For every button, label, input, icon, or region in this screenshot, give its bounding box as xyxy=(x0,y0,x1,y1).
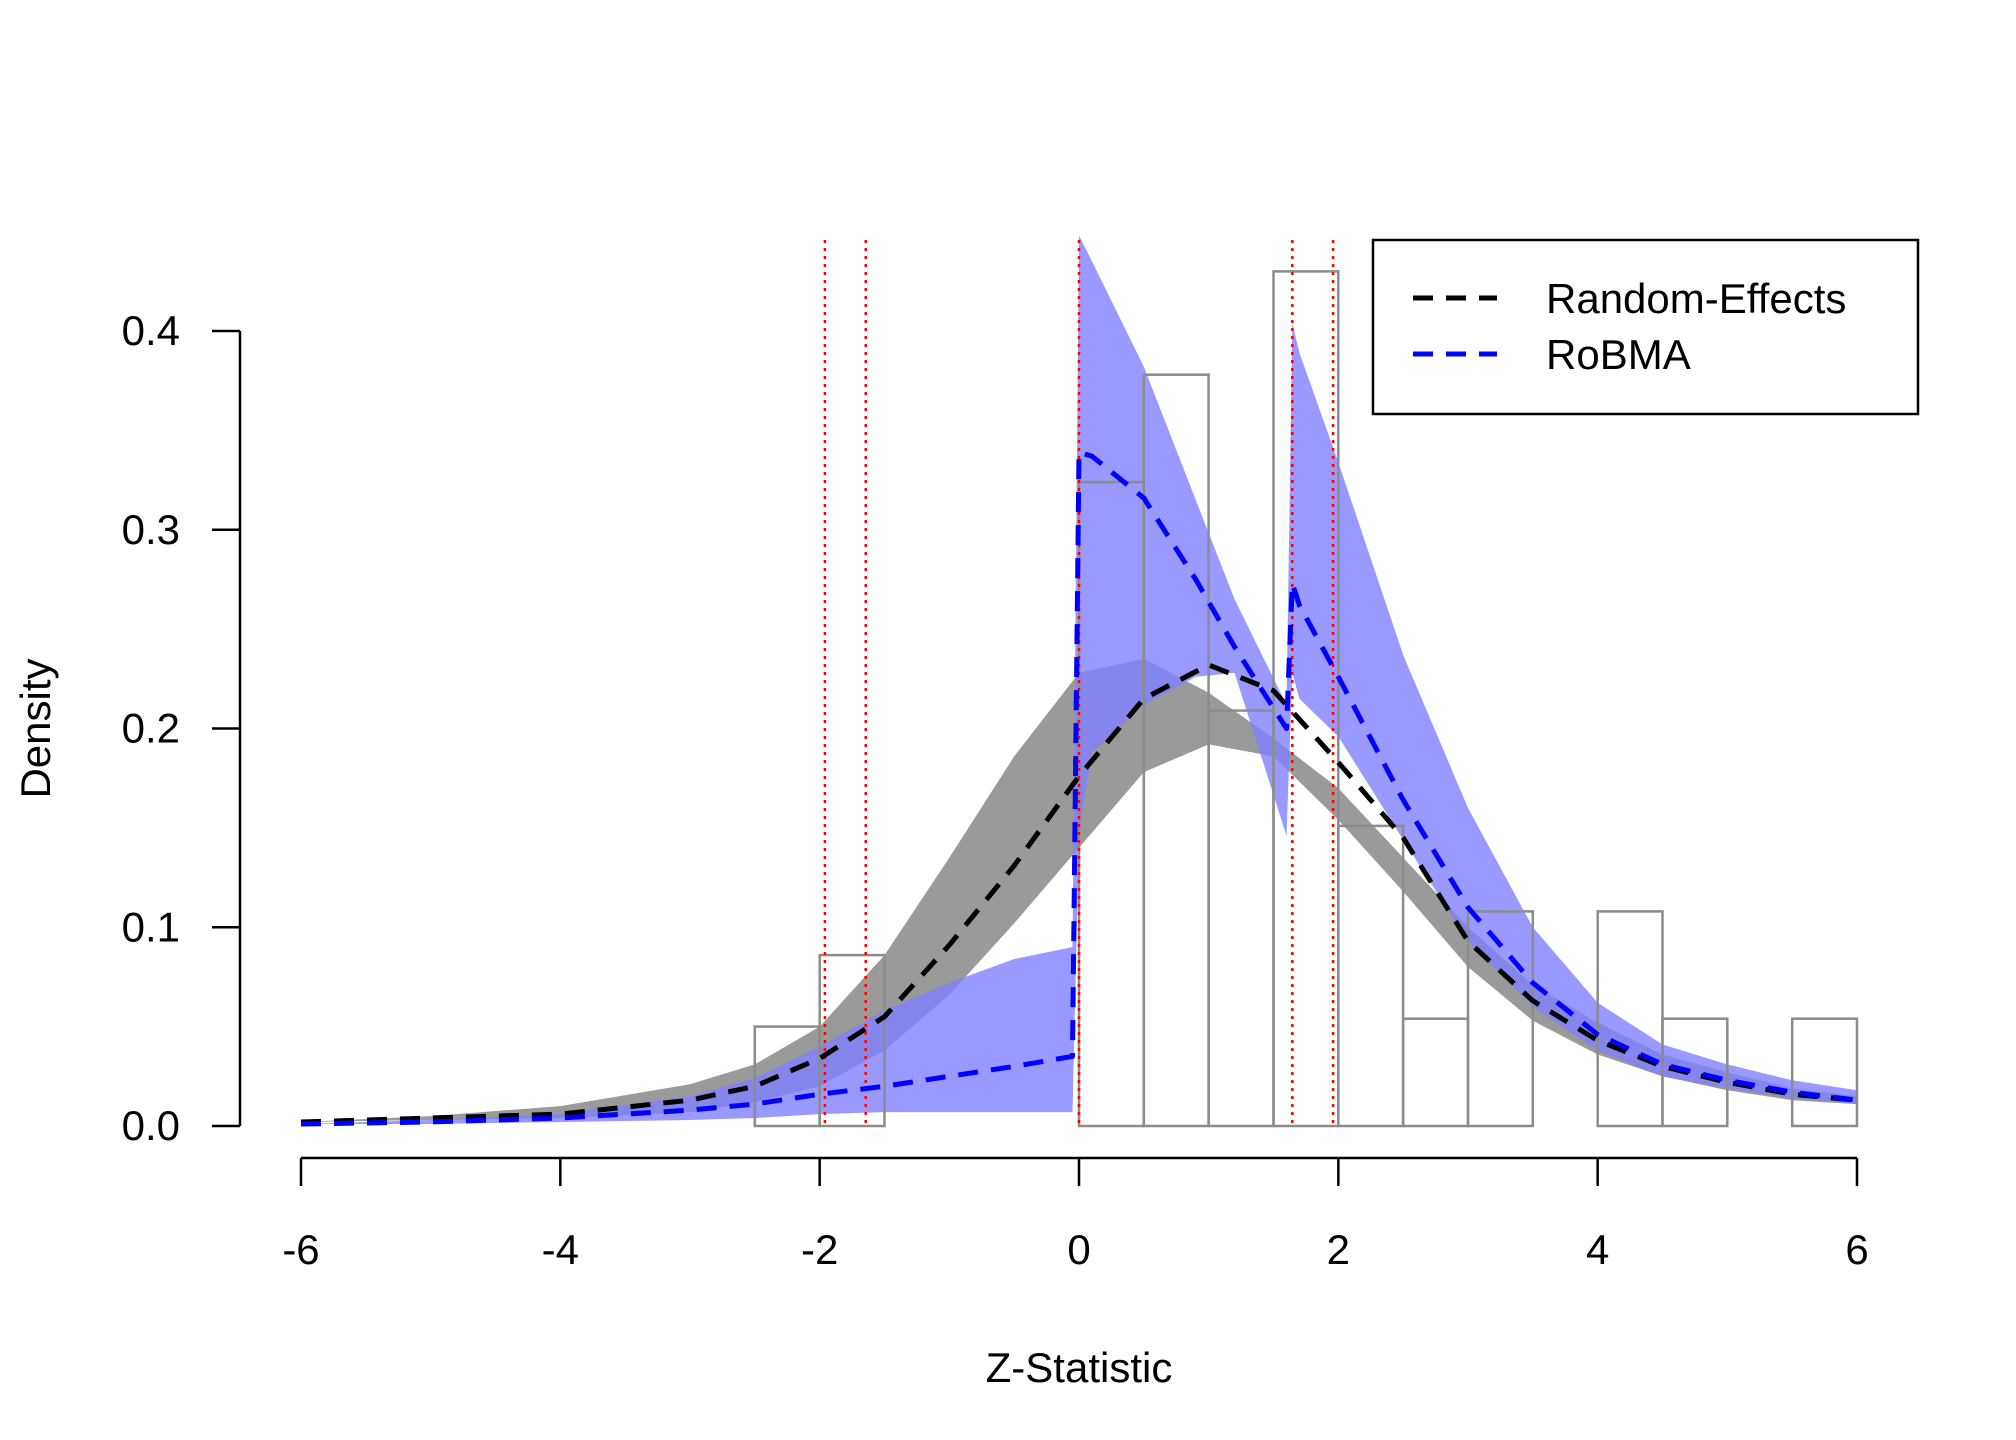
x-tick-label: 4 xyxy=(1586,1226,1609,1273)
x-tick-label: 0 xyxy=(1067,1226,1090,1273)
x-tick-label: -4 xyxy=(542,1226,579,1273)
x-tick-label: 6 xyxy=(1845,1226,1868,1273)
histogram-bar xyxy=(1207,709,1275,1128)
legend-label: Random-Effects xyxy=(1546,275,1846,322)
histogram xyxy=(753,270,1859,1128)
histogram-bar xyxy=(1790,1017,1859,1128)
reference-lines xyxy=(823,240,1335,1126)
y-tick-label: 0.3 xyxy=(122,506,180,553)
legend-box xyxy=(1371,238,1920,416)
y-tick-label: 0.1 xyxy=(122,903,180,950)
y-tick-label: 0.2 xyxy=(122,705,180,752)
legend-label: RoBMA xyxy=(1546,331,1691,378)
legend: Random-Effects RoBMA xyxy=(1371,238,1920,416)
y-tick-label: 0.0 xyxy=(122,1102,180,1149)
axes: 0.0 0.1 0.2 0.3 0.4 -6 -4 -2 0 2 4 6 xyxy=(122,307,1869,1273)
x-tick-label: -6 xyxy=(282,1226,319,1273)
x-tick-label: -2 xyxy=(801,1226,838,1273)
x-tick-label: 2 xyxy=(1327,1226,1350,1273)
y-axis-title: Density xyxy=(12,658,59,798)
line-robma xyxy=(300,449,1858,1127)
histogram-bar xyxy=(1466,910,1535,1128)
histogram-bar xyxy=(1337,824,1405,1128)
histogram-bar xyxy=(818,953,886,1128)
histogram-bar xyxy=(1272,270,1340,1128)
x-axis-title: Z-Statistic xyxy=(986,1344,1173,1391)
density-lines xyxy=(300,449,1858,1127)
histogram-bar xyxy=(1661,1017,1729,1128)
histogram-bar xyxy=(1401,1017,1470,1128)
y-tick-label: 0.4 xyxy=(122,307,180,354)
